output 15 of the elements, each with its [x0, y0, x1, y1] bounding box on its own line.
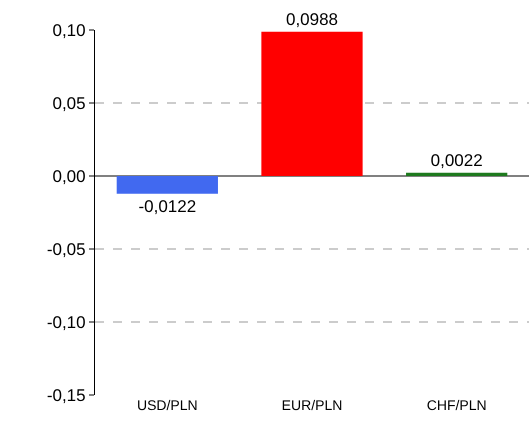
x-tick-label: CHF/PLN	[426, 397, 487, 413]
bar	[116, 176, 218, 194]
data-label: -0,0122	[138, 196, 196, 216]
y-tick-label: -0,10	[46, 312, 86, 332]
data-label: 0,0022	[430, 150, 483, 170]
y-tick-label: -0,05	[46, 240, 86, 259]
bar	[261, 32, 363, 176]
y-tick-label: 0,05	[52, 94, 86, 113]
x-tick-label: EUR/PLN	[282, 397, 342, 413]
x-tick-label: USD/PLN	[136, 397, 198, 413]
y-tick-label: 0,00	[52, 166, 86, 186]
y-tick-label: 0,10	[52, 20, 86, 40]
data-label: 0,0988	[286, 10, 338, 29]
y-tick-label: -0,15	[46, 386, 86, 405]
bar	[406, 172, 508, 176]
